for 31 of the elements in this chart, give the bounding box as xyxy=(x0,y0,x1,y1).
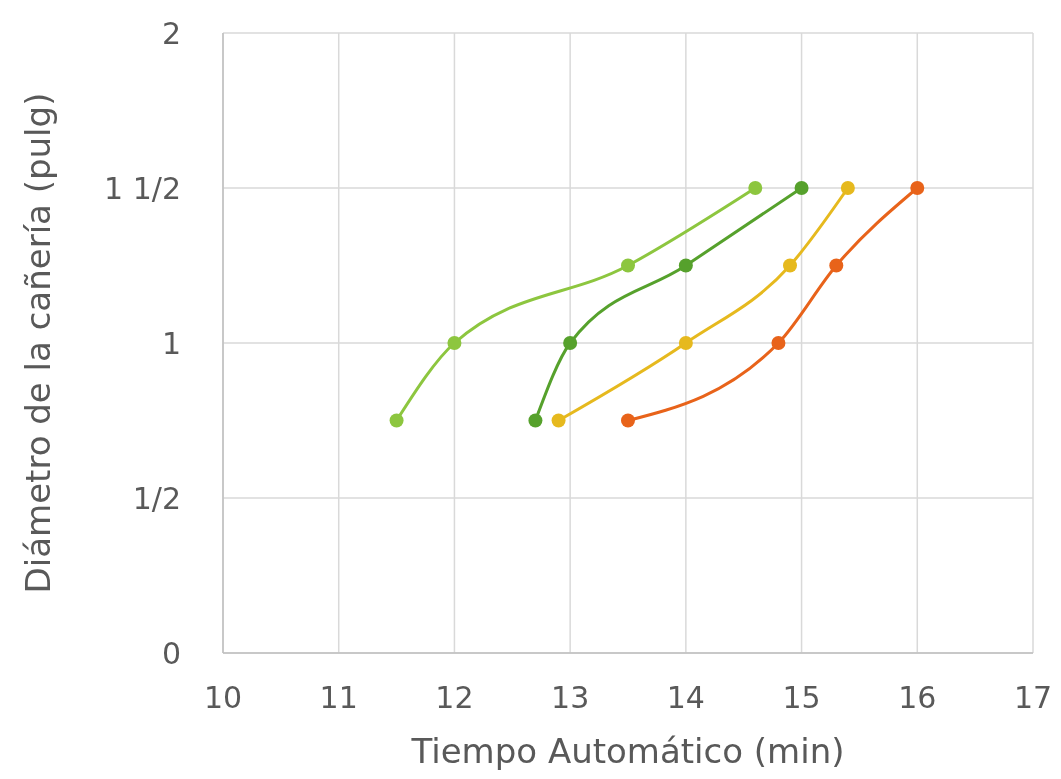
x-tick-label: 15 xyxy=(782,680,821,715)
y-tick-label: 1 xyxy=(161,325,181,361)
point xyxy=(389,413,404,428)
y-tick-label: 0 xyxy=(161,635,181,671)
y-tick-label: 2 xyxy=(161,15,181,51)
point xyxy=(783,258,797,273)
x-tick-label: 13 xyxy=(551,680,590,715)
point xyxy=(840,181,855,195)
x-tick-label: 16 xyxy=(898,680,937,715)
y-axis-title: Diámetro de la cañería (pulg) xyxy=(18,92,58,594)
point xyxy=(551,413,566,428)
point xyxy=(447,336,462,350)
point xyxy=(563,336,578,350)
point xyxy=(910,181,925,195)
x-tick-label: 14 xyxy=(666,680,705,715)
point xyxy=(794,181,809,195)
x-tick-label: 10 xyxy=(203,680,243,715)
point xyxy=(748,181,763,195)
y-tick-label: 1/2 xyxy=(132,480,181,516)
x-tick-label: 17 xyxy=(1013,680,1053,715)
point xyxy=(678,258,693,273)
point xyxy=(621,258,635,273)
point xyxy=(621,413,635,428)
point xyxy=(528,413,543,428)
point xyxy=(678,336,693,350)
x-tick-label: 12 xyxy=(435,680,474,715)
point xyxy=(829,258,844,273)
point xyxy=(771,336,786,350)
x-tick-label: 11 xyxy=(319,680,358,715)
y-tick-label: 1 1/2 xyxy=(104,170,181,206)
x-axis-title: Tiempo Automático (min) xyxy=(410,731,845,771)
